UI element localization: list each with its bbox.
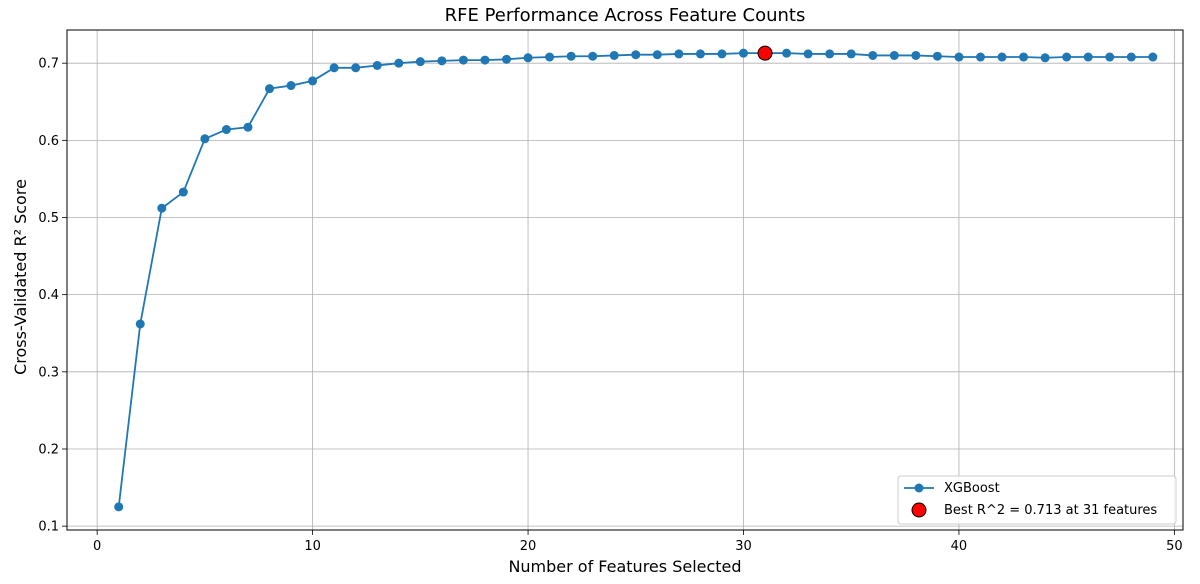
data-point (997, 52, 1007, 62)
data-point (954, 52, 964, 62)
data-point (1126, 52, 1136, 62)
data-point (372, 60, 382, 70)
x-tick-label: 0 (93, 539, 101, 554)
data-point (1019, 52, 1029, 62)
data-point (351, 63, 361, 73)
y-tick-label: 0.4 (38, 288, 59, 303)
x-axis-title: Number of Features Selected (508, 557, 741, 576)
data-point (437, 56, 447, 66)
data-point (846, 49, 856, 59)
data-point (157, 203, 167, 213)
data-point (1083, 52, 1093, 62)
y-tick-label: 0.2 (38, 442, 59, 457)
y-tick-label: 0.7 (38, 57, 59, 72)
data-point (114, 502, 124, 512)
data-point (1105, 52, 1115, 62)
legend-label-xgboost: XGBoost (944, 481, 1000, 496)
best-score-marker (757, 45, 773, 61)
x-tick-label: 50 (1166, 539, 1183, 554)
data-point (545, 52, 555, 62)
legend-marker-xgboost (914, 483, 924, 493)
data-point (458, 55, 468, 65)
grid (67, 30, 1183, 530)
data-point (609, 50, 619, 60)
data-point (243, 122, 253, 132)
data-point (631, 50, 641, 60)
data-point (588, 51, 598, 61)
legend-marker-best (911, 502, 927, 518)
x-tick-label: 30 (735, 539, 752, 554)
x-tick-label: 20 (520, 539, 537, 554)
data-point (523, 53, 533, 63)
data-point (308, 76, 318, 86)
data-point (1040, 53, 1050, 63)
data-point (394, 58, 404, 68)
data-point (221, 125, 231, 135)
plot-frame (66, 29, 1184, 531)
data-point (803, 49, 813, 59)
data-point (911, 50, 921, 60)
ticks: 0 10 20 30 40 50 0.1 0.2 0.3 0.4 0.5 0.6 0.7 (38, 57, 1182, 554)
data-point (695, 49, 705, 59)
data-point (135, 319, 145, 329)
data-point (652, 50, 662, 60)
chart-title: RFE Performance Across Feature Counts (445, 5, 806, 26)
data-point (1148, 52, 1158, 62)
data-point (178, 187, 188, 197)
data-point (674, 49, 684, 59)
data-point (717, 49, 727, 59)
data-point (932, 51, 942, 61)
data-point (200, 134, 210, 144)
data-point (889, 50, 899, 60)
y-tick-label: 0.1 (38, 520, 59, 535)
data-point (738, 48, 748, 58)
data-point (782, 48, 792, 58)
data-point (329, 63, 339, 73)
data-point (566, 51, 576, 61)
y-tick-label: 0.3 (38, 365, 59, 380)
data-point (480, 55, 490, 65)
data-point (265, 84, 275, 94)
y-axis-title: Cross-Validated R² Score (11, 179, 30, 375)
y-tick-label: 0.6 (38, 134, 59, 149)
data-point (825, 49, 835, 59)
series-layer (114, 45, 1158, 512)
data-point (975, 52, 985, 62)
legend-box (897, 475, 1177, 525)
data-point (1062, 52, 1072, 62)
data-point (286, 81, 296, 91)
x-tick-label: 40 (951, 539, 968, 554)
x-tick-label: 10 (304, 539, 321, 554)
data-point (502, 54, 512, 64)
data-point (868, 50, 878, 60)
data-point (415, 57, 425, 67)
y-tick-label: 0.5 (38, 211, 59, 226)
legend: XGBoost Best R^2 = 0.713 at 31 features (897, 475, 1177, 525)
legend-label-best: Best R^2 = 0.713 at 31 features (944, 503, 1157, 518)
